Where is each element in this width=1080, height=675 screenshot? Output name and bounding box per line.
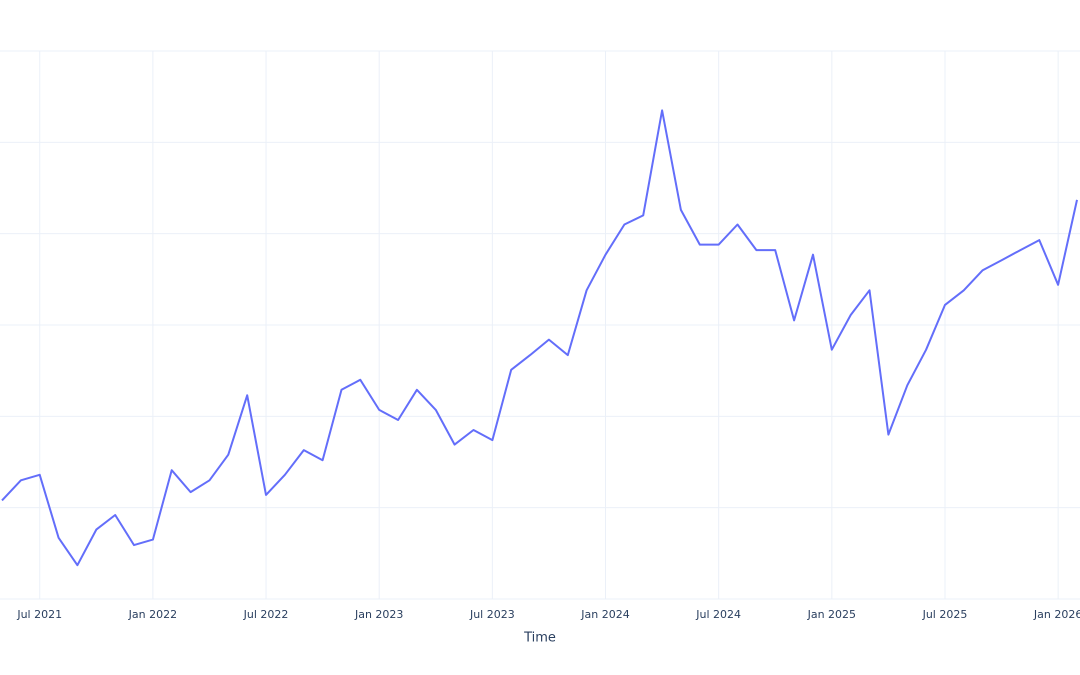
x-tick-label: Jul 2022 [243, 608, 289, 621]
x-tick-label: Jan 2024 [580, 608, 629, 621]
x-tick-label: Jul 2023 [469, 608, 515, 621]
data-line [1, 109, 1078, 567]
x-tick-label: Jan 2025 [807, 608, 856, 621]
x-tick-label: Jul 2021 [16, 608, 62, 621]
x-tick-label: Jul 2024 [695, 608, 741, 621]
x-tick-label: Jan 2023 [354, 608, 403, 621]
x-tick-label: Jul 2025 [922, 608, 968, 621]
x-axis-title: Time [523, 631, 556, 646]
x-tick-label: Jan 2022 [128, 608, 177, 621]
x-tick-label: Jan 2026 [1033, 608, 1080, 621]
